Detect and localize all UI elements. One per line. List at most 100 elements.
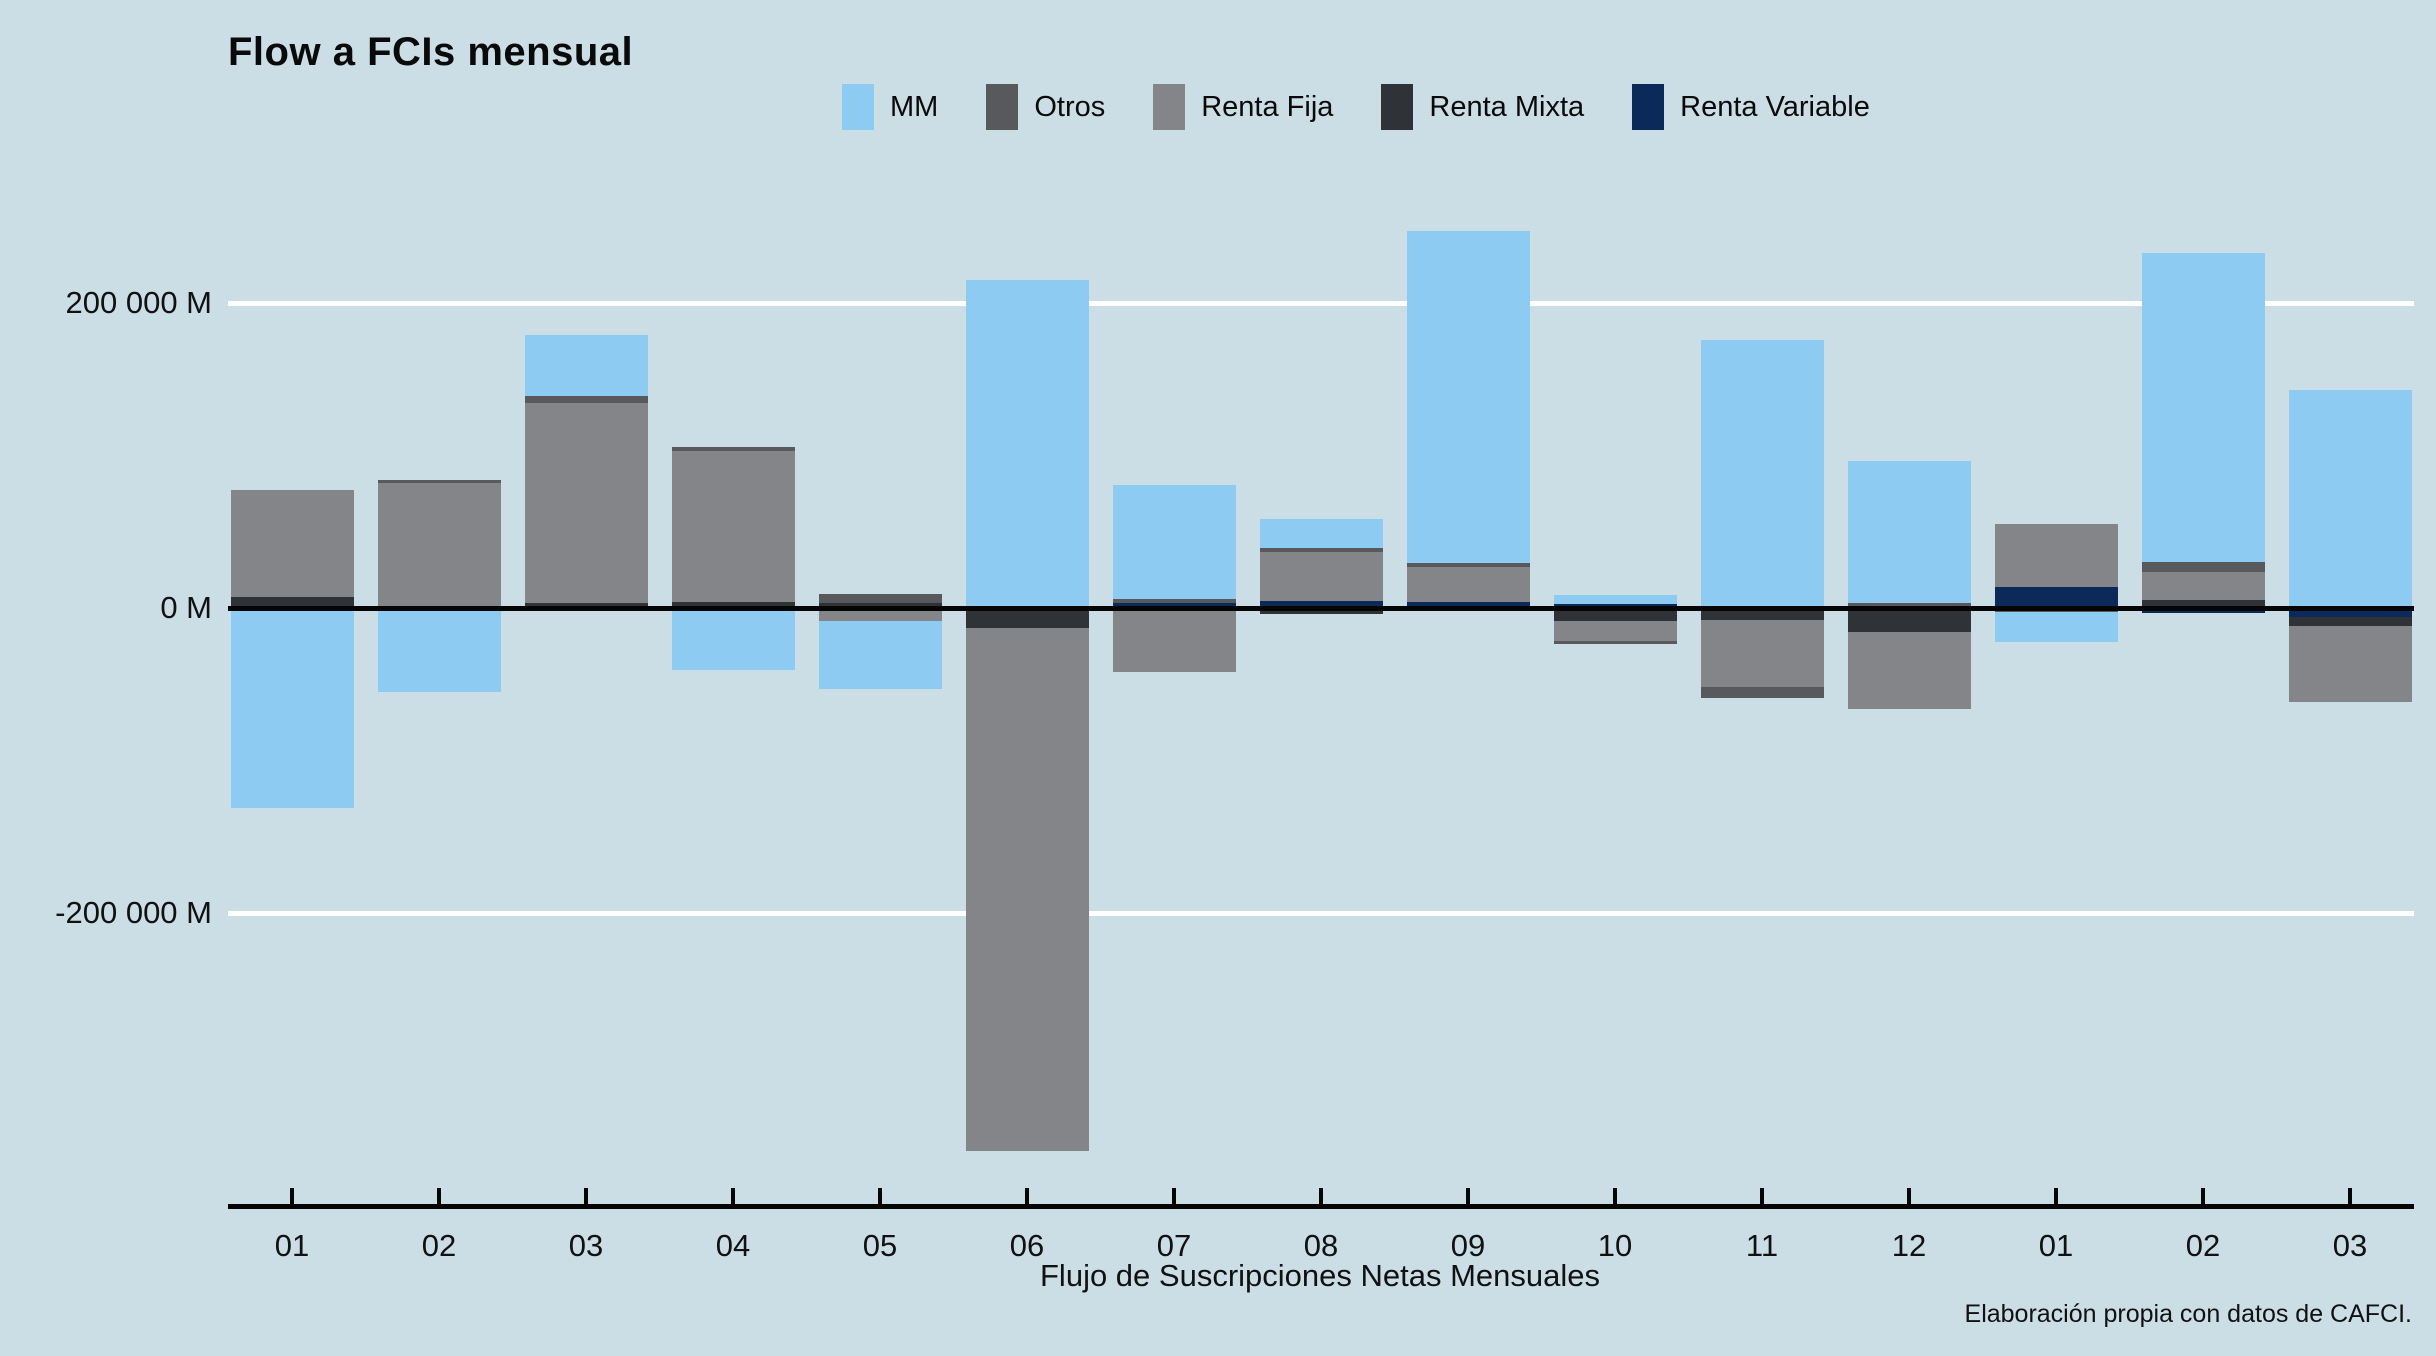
legend-label: Renta Variable: [1680, 90, 1870, 123]
bar-segment-9-renta-fija: [1406, 567, 1530, 603]
bar-segment-7-renta-fija: [1112, 608, 1236, 673]
x-axis-label-10: 10: [1597, 1228, 1633, 1263]
bar-segment-2-renta-fija: [377, 482, 501, 608]
x-axis-label-15: 03: [2332, 1228, 2368, 1263]
bar-segment-14-renta-mixta: [2141, 600, 2265, 608]
mm-swatch-icon: [842, 84, 874, 130]
bar-segment-6-renta-mixta: [965, 608, 1089, 628]
legend-label: Renta Fija: [1201, 90, 1334, 123]
bar-segment-11-renta-fija: [1700, 619, 1824, 687]
legend-item-renta-fija: Renta Fija: [1153, 84, 1333, 130]
x-axis-label-9: 09: [1450, 1228, 1486, 1263]
bar-segment-3-renta-fija: [524, 402, 648, 603]
bar-segment-8-renta-fija: [1259, 551, 1383, 602]
bar-segment-5-renta-mixta: [818, 603, 942, 608]
gridline--200000: [228, 911, 2414, 916]
bar-segment-7-renta-variable: [1112, 603, 1236, 608]
bar-segment-5-renta-fija: [818, 608, 942, 621]
x-axis-label-6: 06: [1009, 1228, 1045, 1263]
bar-segment-14-renta-fija: [2141, 571, 2265, 601]
x-axis-tick-1: [290, 1188, 294, 1204]
y-axis-label--200000: -200 000 M: [55, 895, 212, 930]
legend-label: Renta Mixta: [1429, 90, 1585, 123]
bar-segment-12-renta-mixta: [1847, 608, 1971, 633]
x-axis-label-13: 01: [2038, 1228, 2074, 1263]
bar-segment-14-otros: [2141, 562, 2265, 572]
x-axis-line: [228, 1204, 2414, 1209]
bar-segment-6-mm: [965, 280, 1089, 608]
bar-segment-11-renta-mixta: [1700, 608, 1824, 620]
x-axis-tick-10: [1613, 1188, 1617, 1204]
bar-segment-8-renta-mixta: [1259, 608, 1383, 615]
chart-title: Flow a FCIs mensual: [228, 30, 634, 74]
legend-item-renta-variable: Renta Variable: [1632, 84, 1870, 130]
x-axis-label-1: 01: [274, 1228, 310, 1263]
bar-segment-12-renta-fija: [1847, 632, 1971, 710]
x-axis-tick-13: [2054, 1188, 2058, 1204]
bar-segment-5-mm: [818, 620, 942, 690]
renta-mixta-swatch-icon: [1381, 84, 1414, 130]
bar-segment-2-otros: [377, 479, 501, 483]
x-axis-caption: Flujo de Suscripciones Netas Mensuales: [1040, 1258, 1600, 1293]
bar-segment-4-renta-fija: [671, 450, 795, 602]
bar-segment-5-otros: [818, 594, 942, 604]
x-axis-tick-4: [731, 1188, 735, 1204]
legend-item-renta-mixta: Renta Mixta: [1381, 84, 1584, 130]
x-axis-tick-14: [2201, 1188, 2205, 1204]
x-axis-tick-8: [1319, 1188, 1323, 1204]
x-axis-tick-12: [1907, 1188, 1911, 1204]
bar-segment-2-mm: [377, 608, 501, 692]
bar-segment-9-mm: [1406, 231, 1530, 564]
y-axis-label-200000: 200 000 M: [65, 285, 213, 320]
bar-segment-11-otros: [1700, 686, 1824, 698]
x-axis-tick-3: [584, 1188, 588, 1204]
otros-swatch-icon: [986, 84, 1019, 130]
legend-label: Otros: [1034, 90, 1106, 123]
bar-segment-15-renta-variable: [2288, 608, 2412, 618]
x-axis-label-7: 07: [1156, 1228, 1192, 1263]
y-axis-label-0: 0 M: [160, 590, 212, 625]
x-axis-tick-2: [437, 1188, 441, 1204]
x-axis-tick-9: [1466, 1188, 1470, 1204]
bar-segment-13-mm: [1994, 611, 2118, 643]
x-axis-label-8: 08: [1303, 1228, 1339, 1263]
bar-segment-4-renta-mixta: [671, 601, 795, 608]
bar-segment-8-mm: [1259, 518, 1383, 548]
bar-segment-11-mm: [1700, 339, 1824, 608]
x-axis-label-2: 02: [421, 1228, 457, 1263]
legend: MM Otros Renta Fija Renta Mixta Renta Variab…: [842, 84, 1870, 130]
bar-segment-6-renta-fija: [965, 627, 1089, 1151]
bar-segment-10-mm: [1553, 595, 1677, 605]
renta-variable-swatch-icon: [1632, 84, 1665, 130]
bar-segment-4-mm: [671, 608, 795, 670]
bar-segment-15-renta-mixta: [2288, 617, 2412, 626]
zero-baseline: [228, 606, 2414, 611]
x-axis-tick-11: [1760, 1188, 1764, 1204]
bar-segment-15-mm: [2288, 389, 2412, 608]
gridline-200000: [228, 301, 2414, 306]
bar-segment-12-otros: [1847, 602, 1971, 608]
bar-segment-7-otros: [1112, 599, 1236, 604]
x-axis-label-4: 04: [715, 1228, 751, 1263]
bar-segment-1-renta-mixta: [230, 596, 354, 608]
bar-segment-3-mm: [524, 335, 648, 397]
bar-segment-4-otros: [671, 446, 795, 451]
x-axis-label-11: 11: [1745, 1228, 1779, 1263]
legend-item-otros: Otros: [986, 84, 1105, 130]
bar-segment-13-renta-variable: [1994, 586, 2118, 608]
bar-segment-8-otros: [1259, 547, 1383, 552]
bar-segment-7-mm: [1112, 484, 1236, 600]
bar-segment-9-renta-variable: [1406, 602, 1530, 608]
bar-segment-10-renta-mixta: [1553, 608, 1677, 621]
legend-label: MM: [890, 90, 939, 123]
bar-segment-12-mm: [1847, 460, 1971, 603]
bar-segment-1-mm: [230, 608, 354, 808]
credit-note: Elaboración propia con datos de CAFCI.: [1964, 1300, 2412, 1328]
x-axis-label-5: 05: [862, 1228, 898, 1263]
bar-segment-15-renta-fija: [2288, 625, 2412, 703]
renta-fija-swatch-icon: [1153, 84, 1186, 130]
x-axis-label-14: 02: [2185, 1228, 2221, 1263]
x-axis-tick-6: [1025, 1188, 1029, 1204]
x-axis-tick-7: [1172, 1188, 1176, 1204]
